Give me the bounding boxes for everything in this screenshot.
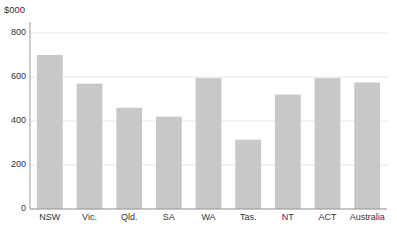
x-tick-label: NT xyxy=(282,212,294,222)
bar xyxy=(235,140,261,209)
bar xyxy=(315,78,341,209)
y-axis-label: $000 xyxy=(4,4,25,15)
grid-line xyxy=(30,77,387,78)
bar xyxy=(196,78,222,209)
x-axis-line xyxy=(30,209,387,210)
grid-line xyxy=(30,33,387,34)
x-tick-label: Qld. xyxy=(121,212,138,222)
x-tick-label: Tas. xyxy=(240,212,257,222)
y-tick-label: 600 xyxy=(11,71,26,81)
y-tick-labels: 0 200 400 600 800 xyxy=(11,27,26,213)
y-axis-line xyxy=(30,22,31,209)
x-tick-label: Australia xyxy=(350,212,385,222)
y-tick-label: 200 xyxy=(11,159,26,169)
y-tick-label: 400 xyxy=(11,115,26,125)
grid-line xyxy=(30,209,387,210)
x-tick-label: WA xyxy=(201,212,215,222)
bar xyxy=(354,83,380,210)
y-tick-label: 800 xyxy=(11,27,26,37)
x-tick-label: ACT xyxy=(319,212,338,222)
grid xyxy=(30,33,387,209)
bar xyxy=(116,108,142,209)
page: {"chart_data": {"type": "bar", "y_label"… xyxy=(0,0,397,227)
bar xyxy=(275,95,301,209)
bar xyxy=(37,55,63,209)
x-tick-labels: NSW Vic. Qld. SA WA Tas. NT ACT Australia xyxy=(39,212,384,222)
chart-svg: 0 200 400 600 800 NSW Vic. Qld. SA WA Tas. NT ACT Aus… xyxy=(0,0,397,227)
y-tick-label: 0 xyxy=(21,203,26,213)
x-tick-label: Vic. xyxy=(82,212,97,222)
chart-container: 0 200 400 600 800 NSW Vic. Qld. SA WA Tas. NT ACT Aus… xyxy=(0,0,397,227)
x-tick-label: NSW xyxy=(39,212,61,222)
x-tick-label: SA xyxy=(163,212,175,222)
bar xyxy=(156,117,182,209)
bar xyxy=(77,84,103,209)
bars xyxy=(37,55,380,209)
